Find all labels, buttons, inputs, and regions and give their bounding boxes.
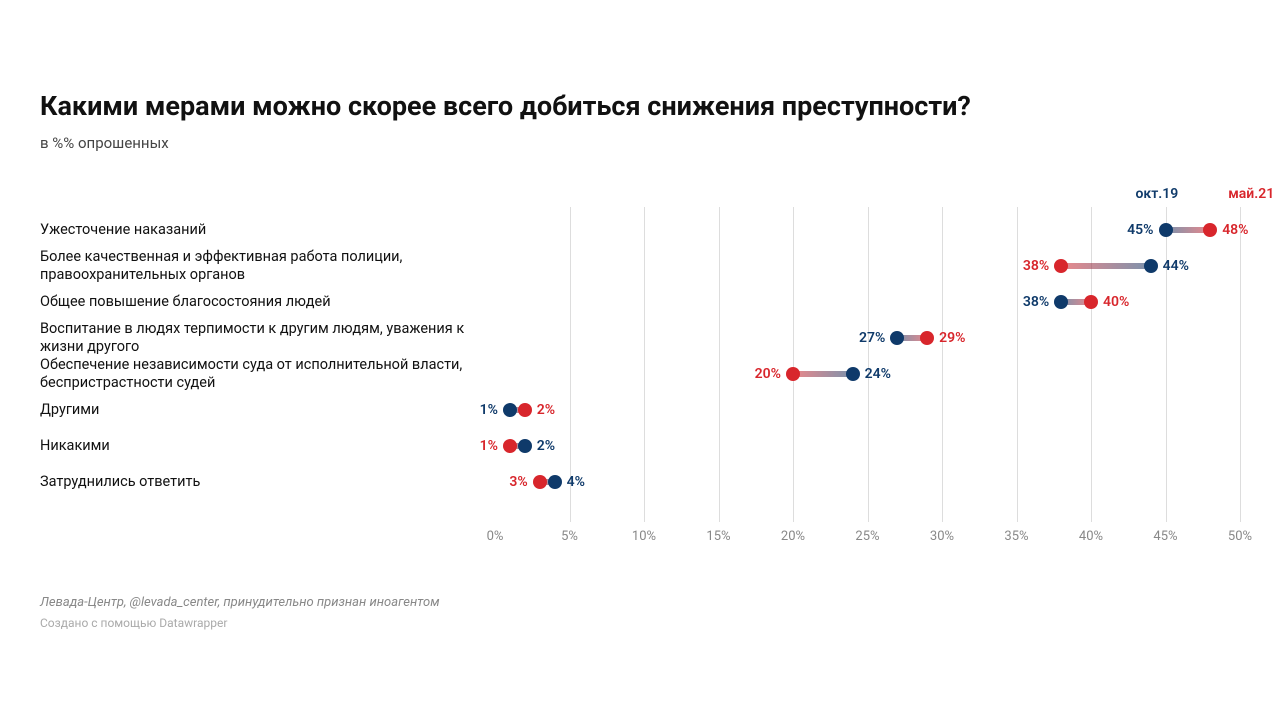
- value-label-right: 2%: [537, 438, 555, 454]
- dot-series-b: [518, 403, 532, 417]
- x-axis-tick-label: 10%: [632, 529, 656, 544]
- value-label-right: 48%: [1222, 222, 1248, 238]
- row-label: Затруднились ответить: [40, 473, 480, 491]
- dot-series-b: [503, 439, 517, 453]
- dot-series-a: [1159, 223, 1173, 237]
- value-label-left: 20%: [755, 366, 781, 382]
- value-label-left: 1%: [480, 438, 498, 454]
- x-axis-tick-label: 35%: [1004, 529, 1028, 544]
- dot-series-b: [1084, 295, 1098, 309]
- row-label: Другими: [40, 401, 480, 419]
- value-label-left: 38%: [1023, 294, 1049, 310]
- value-label-left: 38%: [1023, 258, 1049, 274]
- range-dot-chart: 0%5%10%15%20%25%30%35%40%45%50%окт.19май…: [40, 182, 1240, 562]
- x-axis-tick-label: 5%: [561, 529, 578, 544]
- chart-footer: Левада-Центр, @levada_center, принудител…: [40, 595, 440, 630]
- legend-label-series-a: окт.19: [1136, 186, 1179, 202]
- value-label-right: 24%: [865, 366, 891, 382]
- row-label: Обеспечение независимости суда от исполн…: [40, 356, 480, 392]
- dot-series-b: [1054, 259, 1068, 273]
- connector-line: [793, 371, 853, 377]
- dot-series-b: [920, 331, 934, 345]
- credit-line: Создано с помощью Datawrapper: [40, 616, 440, 630]
- x-axis-tick-label: 45%: [1153, 529, 1177, 544]
- x-axis-tick-label: 15%: [706, 529, 730, 544]
- row-label: Более качественная и эффективная работа …: [40, 248, 480, 284]
- value-label-right: 29%: [939, 330, 965, 346]
- x-axis-tick-label: 0%: [487, 529, 504, 544]
- value-label-left: 45%: [1127, 222, 1153, 238]
- chart-row: Ужесточение наказаний45%48%: [40, 212, 1240, 248]
- chart-row: Другими1% 2%: [40, 392, 1240, 428]
- chart-container: Какими мерами можно скорее всего добитьс…: [0, 0, 1280, 720]
- dot-series-a: [1144, 259, 1158, 273]
- row-label: Ужесточение наказаний: [40, 221, 480, 239]
- connector-line: [1061, 263, 1150, 269]
- x-axis-tick-label: 40%: [1079, 529, 1103, 544]
- dot-series-a: [548, 475, 562, 489]
- chart-row: Общее повышение благосостояния людей 38% 4…: [40, 284, 1240, 320]
- dot-series-a: [503, 403, 517, 417]
- value-label-left: 3%: [509, 474, 527, 490]
- row-label: Общее повышение благосостояния людей: [40, 293, 480, 311]
- chart-row: Никакими1% 2%: [40, 428, 1240, 464]
- value-label-right: 2%: [537, 402, 555, 418]
- dot-series-b: [533, 475, 547, 489]
- value-label-right: 4%: [567, 474, 585, 490]
- value-label-right: 40%: [1103, 294, 1129, 310]
- value-label-right: 44%: [1163, 258, 1189, 274]
- gridline: [1240, 207, 1241, 522]
- row-label: Воспитание в людях терпимости к другим л…: [40, 320, 480, 356]
- dot-series-a: [1054, 295, 1068, 309]
- x-axis-tick-label: 20%: [781, 529, 805, 544]
- chart-row: Более качественная и эффективная работа …: [40, 248, 1240, 284]
- dot-series-a: [890, 331, 904, 345]
- legend-label-series-b: май.21: [1228, 186, 1274, 202]
- chart-title: Какими мерами можно скорее всего добитьс…: [40, 90, 1240, 124]
- x-axis-tick-label: 30%: [930, 529, 954, 544]
- dot-series-a: [846, 367, 860, 381]
- chart-subtitle: в %% опрошенных: [40, 134, 1240, 152]
- x-axis-tick-label: 50%: [1228, 529, 1252, 544]
- source-line: Левада-Центр, @levada_center, принудител…: [40, 595, 440, 610]
- x-axis-tick-label: 25%: [855, 529, 879, 544]
- dot-series-a: [518, 439, 532, 453]
- dot-series-b: [786, 367, 800, 381]
- chart-row: Затруднились ответить 3% 4%: [40, 464, 1240, 500]
- value-label-left: 1%: [480, 402, 498, 418]
- value-label-left: 27%: [859, 330, 885, 346]
- row-label: Никакими: [40, 437, 480, 455]
- chart-row: Воспитание в людях терпимости к другим л…: [40, 320, 1240, 356]
- dot-series-b: [1203, 223, 1217, 237]
- chart-row: Обеспечение независимости суда от исполн…: [40, 356, 1240, 392]
